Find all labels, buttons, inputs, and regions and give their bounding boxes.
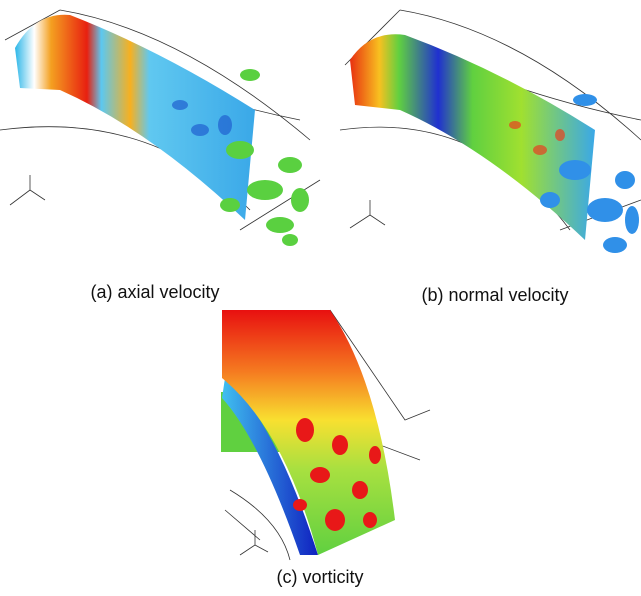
isosurfaces	[220, 69, 309, 246]
axis-triad	[350, 200, 385, 228]
axis-triad	[10, 175, 45, 205]
axis-triad	[240, 530, 268, 555]
caption: (a) axial velocity	[90, 282, 219, 302]
blade-surface	[15, 15, 255, 220]
caption: (b) normal velocity	[421, 285, 568, 305]
panel-c: (c) vorticity	[221, 310, 430, 587]
panel-b: (b) normal velocity	[340, 10, 641, 305]
panel-a: (a) axial velocity	[0, 10, 320, 302]
page: {"captions": {"a": "(a) axial velocity",…	[0, 0, 641, 596]
caption: (c) vorticity	[277, 567, 364, 587]
figure: (a) axial velocity (b) normal velocity	[0, 0, 641, 596]
